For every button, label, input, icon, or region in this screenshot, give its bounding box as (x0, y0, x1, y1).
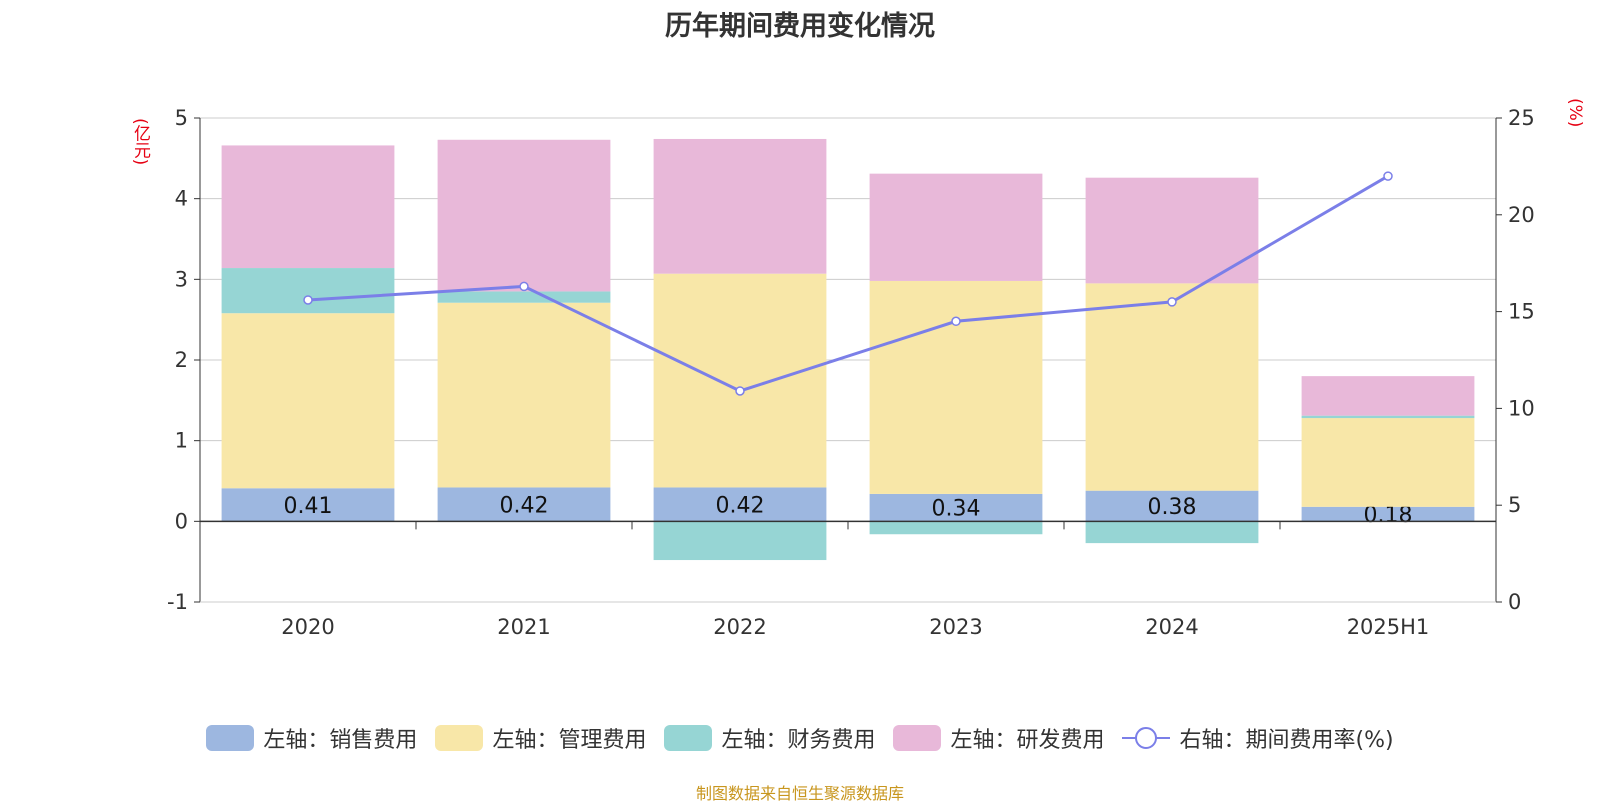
left-tick-label: 3 (175, 267, 188, 291)
x-tick-label: 2023 (929, 615, 982, 639)
source-note: 制图数据来自恒生聚源数据库 (695, 784, 904, 803)
bar-value-label: 0.42 (716, 493, 765, 518)
bar-segment (221, 488, 395, 522)
legend-swatch-finance (664, 725, 713, 751)
x-tick-label: 2024 (1145, 615, 1198, 639)
expense-ratio-point (735, 386, 745, 396)
x-tick-label: 2020 (281, 615, 334, 639)
bar-segment (653, 273, 827, 488)
right-tick-label: 20 (1508, 203, 1535, 227)
bar-value-label: 0.34 (932, 497, 981, 522)
x-tick-label: 2025H1 (1347, 615, 1430, 639)
bar-value-label: 0.18 (1364, 503, 1413, 528)
right-tick-label: 0 (1508, 590, 1521, 614)
bar-segment (437, 291, 611, 303)
left-tick-label: 1 (175, 429, 188, 453)
bar-segment (437, 302, 611, 488)
legend-item-finance[interactable]: 左轴：财务费用 (664, 722, 875, 754)
left-tick-label: 0 (175, 509, 188, 533)
left-tick-label: -1 (167, 590, 188, 614)
legend-item-sales[interactable]: 左轴：销售费用 (206, 722, 417, 754)
bar-segment (1301, 418, 1475, 507)
left-tick-label: 2 (175, 348, 188, 372)
bar-segment (1301, 506, 1475, 522)
bar-value-label: 0.42 (500, 493, 549, 518)
expense-ratio-point (303, 295, 313, 305)
bar-segment (869, 521, 1043, 535)
legend-label-sales: 左轴：销售费用 (263, 728, 418, 753)
bar-segment (869, 280, 1043, 494)
bar-segment (1085, 490, 1259, 522)
bar-segment (653, 521, 827, 561)
bar-segment (869, 493, 1043, 522)
bar-segment (653, 487, 827, 522)
right-tick-label: 5 (1508, 493, 1521, 517)
legend-label-rnd: 左轴：研发费用 (950, 728, 1105, 753)
bar-value-label: 0.38 (1148, 495, 1197, 520)
legend-swatch-admin (435, 725, 484, 751)
left-tick-label: 5 (175, 106, 188, 130)
chart-title: 历年期间费用变化情况 (665, 11, 935, 42)
x-tick-label: 2021 (497, 615, 550, 639)
bar-segment (437, 139, 611, 292)
bar-value-label: 0.41 (284, 494, 333, 519)
bar-segment (221, 145, 395, 269)
bar-segment (1301, 376, 1475, 416)
legend-swatch-rnd (893, 725, 942, 751)
legend-label-admin: 左轴：管理费用 (492, 728, 647, 753)
right-tick-label: 15 (1508, 300, 1535, 324)
right-axis-unit: (%) (1565, 98, 1585, 128)
bar-segment (1301, 415, 1475, 419)
bar-segment (437, 487, 611, 522)
legend-item-rnd[interactable]: 左轴：研发费用 (893, 722, 1104, 754)
right-tick-label: 25 (1508, 106, 1535, 130)
legend: 左轴：销售费用 左轴：管理费用 左轴：财务费用 左轴：研发费用 右轴：期间费用率… (0, 722, 1600, 754)
bar-segment (221, 268, 395, 314)
bar-segment (869, 173, 1043, 281)
left-axis-unit: (亿元) (130, 118, 150, 166)
left-tick-label: 4 (175, 187, 188, 211)
expense-ratio-point (1383, 171, 1393, 181)
expense-ratio-point (1167, 297, 1177, 307)
legend-label-finance: 左轴：财务费用 (721, 728, 876, 753)
bar-segment (1085, 521, 1259, 544)
expense-ratio-line (307, 174, 1389, 393)
bar-segment (1085, 283, 1259, 491)
legend-item-admin[interactable]: 左轴：管理费用 (435, 722, 646, 754)
bar-segment (1085, 177, 1259, 284)
bar-segment (653, 138, 827, 274)
legend-swatch-sales (206, 725, 255, 751)
expense-ratio-point (951, 316, 961, 327)
legend-label-expense-ratio: 右轴：期间费用率(%) (1179, 728, 1394, 753)
line-marker-icon (1122, 727, 1171, 749)
legend-item-expense-ratio[interactable]: 右轴：期间费用率(%) (1122, 722, 1394, 754)
right-tick-label: 10 (1508, 396, 1535, 420)
expense-ratio-point (519, 281, 529, 292)
bar-segment (221, 313, 395, 489)
x-tick-label: 2022 (713, 615, 766, 639)
